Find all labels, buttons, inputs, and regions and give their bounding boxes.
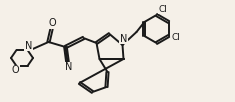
- Text: Cl: Cl: [171, 33, 180, 43]
- Text: N: N: [65, 63, 72, 73]
- Text: O: O: [12, 65, 19, 75]
- Text: N: N: [120, 34, 127, 44]
- Text: O: O: [49, 18, 56, 28]
- Text: Cl: Cl: [158, 4, 167, 13]
- Text: N: N: [25, 41, 32, 51]
